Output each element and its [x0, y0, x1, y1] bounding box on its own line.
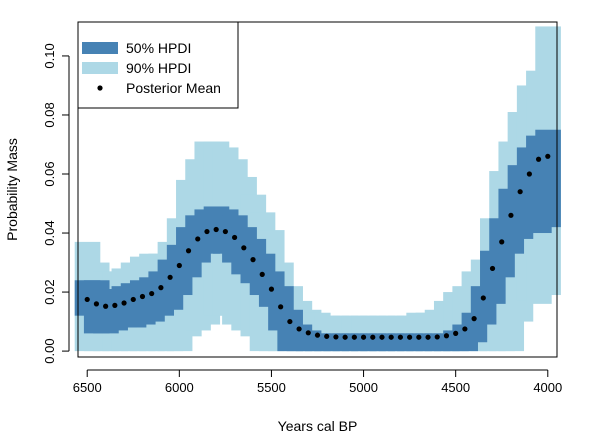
legend-swatch-band50 — [82, 42, 118, 54]
mean-point — [471, 316, 477, 322]
mean-point — [158, 285, 164, 291]
mean-point — [535, 156, 542, 162]
mean-point — [296, 326, 302, 332]
mean-point — [333, 334, 339, 340]
mean-point — [360, 334, 367, 340]
mean-point — [250, 257, 256, 263]
y-axis-title: Probability Mass — [4, 138, 20, 241]
mean-point — [93, 301, 100, 307]
x-tick-label: 6500 — [73, 380, 102, 395]
legend-label: 50% HPDI — [126, 40, 191, 56]
x-tick-label: 5500 — [257, 380, 286, 395]
y-tick-label: 0.04 — [42, 220, 57, 245]
mean-point — [241, 245, 247, 251]
mean-point — [130, 296, 136, 303]
mean-point — [213, 226, 219, 233]
legend-swatch-mean — [97, 85, 103, 91]
mean-point — [508, 212, 514, 218]
mean-point — [268, 286, 275, 292]
y-tick-label: 0.10 — [42, 43, 57, 68]
mean-point — [397, 334, 403, 340]
mean-point — [462, 326, 468, 332]
mean-point — [407, 334, 413, 340]
mean-point — [499, 239, 505, 245]
mean-point — [204, 228, 210, 235]
mean-point — [232, 234, 238, 241]
mean-point — [443, 333, 450, 339]
mean-point — [434, 334, 440, 340]
y-tick-label: 0.02 — [42, 279, 57, 304]
mean-point — [195, 236, 201, 242]
mean-point — [112, 302, 118, 308]
mean-point — [222, 228, 228, 235]
y-tick-label: 0.06 — [42, 161, 57, 186]
x-axis-title: Years cal BP — [278, 418, 358, 434]
mean-point — [379, 334, 385, 340]
mean-point — [305, 330, 311, 336]
mean-point — [416, 334, 422, 340]
mean-point — [176, 262, 182, 269]
mean-point — [103, 303, 109, 309]
mean-point — [167, 274, 173, 280]
y-axis: 0.00 0.02 0.04 0.06 0.08 0.10 — [42, 43, 70, 364]
mean-point — [121, 300, 127, 306]
mean-point — [425, 334, 431, 340]
mean-point — [324, 333, 330, 339]
mean-point — [84, 296, 90, 303]
mean-point — [351, 334, 357, 340]
x-tick-label: 5000 — [349, 380, 378, 395]
legend: 50% HPDI 90% HPDI Posterior Mean — [77, 21, 239, 109]
x-tick-label: 4000 — [533, 380, 562, 395]
legend-label: Posterior Mean — [126, 80, 221, 96]
x-tick-label: 6000 — [165, 380, 194, 395]
mean-point — [453, 330, 459, 336]
mean-point — [517, 189, 523, 195]
mean-point — [388, 334, 394, 340]
x-axis: 6500 6000 5500 5000 4500 4000 — [73, 369, 562, 395]
x-tick-label: 4500 — [441, 380, 470, 395]
mean-point — [139, 293, 146, 300]
y-tick-label: 0.08 — [42, 102, 57, 127]
y-tick-label: 0.00 — [42, 338, 57, 363]
mean-point — [287, 318, 293, 325]
mean-point — [545, 153, 551, 159]
mean-point — [370, 334, 376, 340]
legend-label: 90% HPDI — [126, 60, 191, 76]
mean-point — [278, 304, 284, 310]
mean-point — [314, 332, 321, 338]
plot-frame — [77, 21, 558, 358]
mean-point — [480, 295, 486, 301]
mean-point — [259, 271, 265, 277]
mean-point — [185, 248, 192, 254]
mean-point — [149, 290, 155, 297]
mean-point — [526, 171, 532, 177]
mean-point — [342, 334, 348, 340]
mean-point — [489, 265, 496, 272]
posterior-mean-points — [84, 153, 551, 340]
legend-swatch-band90 — [82, 62, 118, 74]
